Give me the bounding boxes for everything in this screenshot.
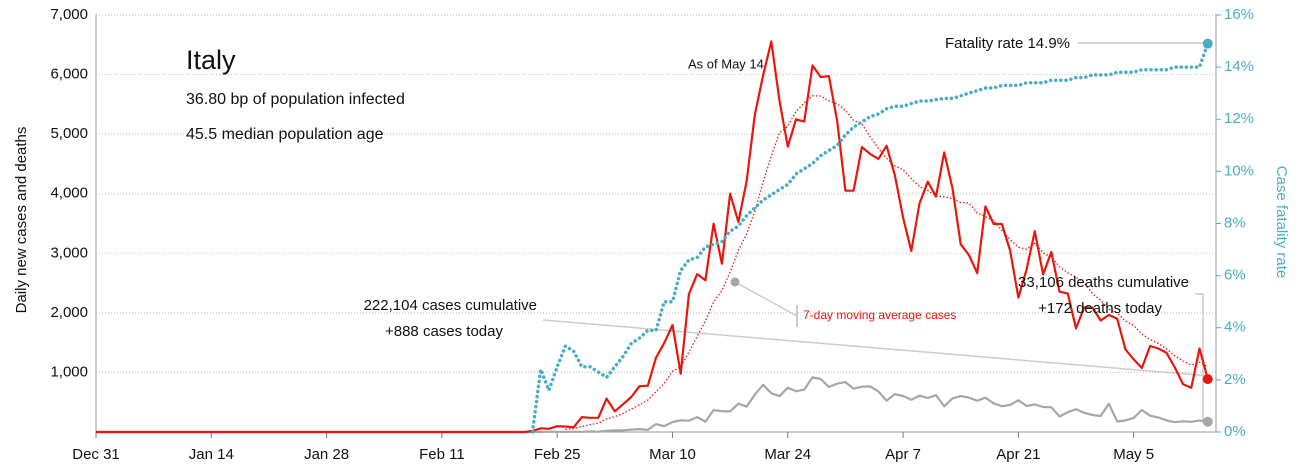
x-tick-label: Mar 10 <box>649 446 696 463</box>
annotation: 36.80 bp of population infected <box>186 91 405 108</box>
series-label: 7-day moving average cases <box>803 308 956 322</box>
y-tick-label: 3,000 <box>50 244 88 261</box>
y2-axis-label: Case fatality rate <box>1273 166 1290 279</box>
y-axis-label: Daily new cases and deaths <box>13 127 30 314</box>
series-line <box>530 41 1210 434</box>
x-tick-label: Feb 25 <box>534 446 581 463</box>
series-line <box>565 95 1209 430</box>
series-line <box>96 376 1208 434</box>
end-dot <box>1202 374 1213 385</box>
y2-tick-label: 16% <box>1224 6 1254 23</box>
annotation: +172 deaths today <box>1038 300 1162 317</box>
annotation: As of May 14 <box>688 56 764 71</box>
x-tick-label: Apr 7 <box>885 446 921 463</box>
x-tick-label: Dec 31 <box>72 446 120 463</box>
leader-line <box>734 281 798 317</box>
end-dot <box>1202 416 1213 427</box>
leader-line <box>542 319 1211 377</box>
y-tick-label: 2,000 <box>50 304 88 321</box>
annotation: Fatality rate 14.9% <box>945 35 1070 52</box>
x-tick-label: Feb 11 <box>419 446 465 463</box>
annotation-dot <box>730 277 740 287</box>
y-tick-label: 1,000 <box>50 363 88 380</box>
y2-tick-label: 14% <box>1224 58 1254 75</box>
annotation: 222,104 cases cumulative <box>364 297 537 314</box>
x-tick-label: May 5 <box>1113 446 1154 463</box>
annotation: 33,106 deaths cumulative <box>1018 274 1189 291</box>
y-tick-label: 7,000 <box>50 6 88 23</box>
x-tick-label: Jan 14 <box>189 446 234 463</box>
y2-tick-label: 2% <box>1224 371 1246 388</box>
x-tick-label: Jan 28 <box>304 446 349 463</box>
series-line <box>96 40 1209 434</box>
y2-tick-label: 10% <box>1224 162 1254 179</box>
annotation: Italy <box>186 45 236 75</box>
annotation: +888 cases today <box>385 323 504 340</box>
end-dot <box>1202 38 1213 49</box>
y2-tick-label: 0% <box>1224 423 1246 440</box>
y-tick-label: 5,000 <box>50 125 88 142</box>
y-tick-label: 4,000 <box>50 185 88 202</box>
annotation: 45.5 median population age <box>186 126 384 143</box>
x-tick-label: Mar 24 <box>764 446 811 463</box>
y2-tick-label: 6% <box>1224 267 1246 284</box>
x-tick-label: Apr 21 <box>996 446 1040 463</box>
y2-tick-label: 4% <box>1224 319 1246 336</box>
y-tick-label: 6,000 <box>50 66 88 83</box>
y2-tick-label: 8% <box>1224 214 1246 231</box>
y2-tick-label: 12% <box>1224 110 1254 127</box>
